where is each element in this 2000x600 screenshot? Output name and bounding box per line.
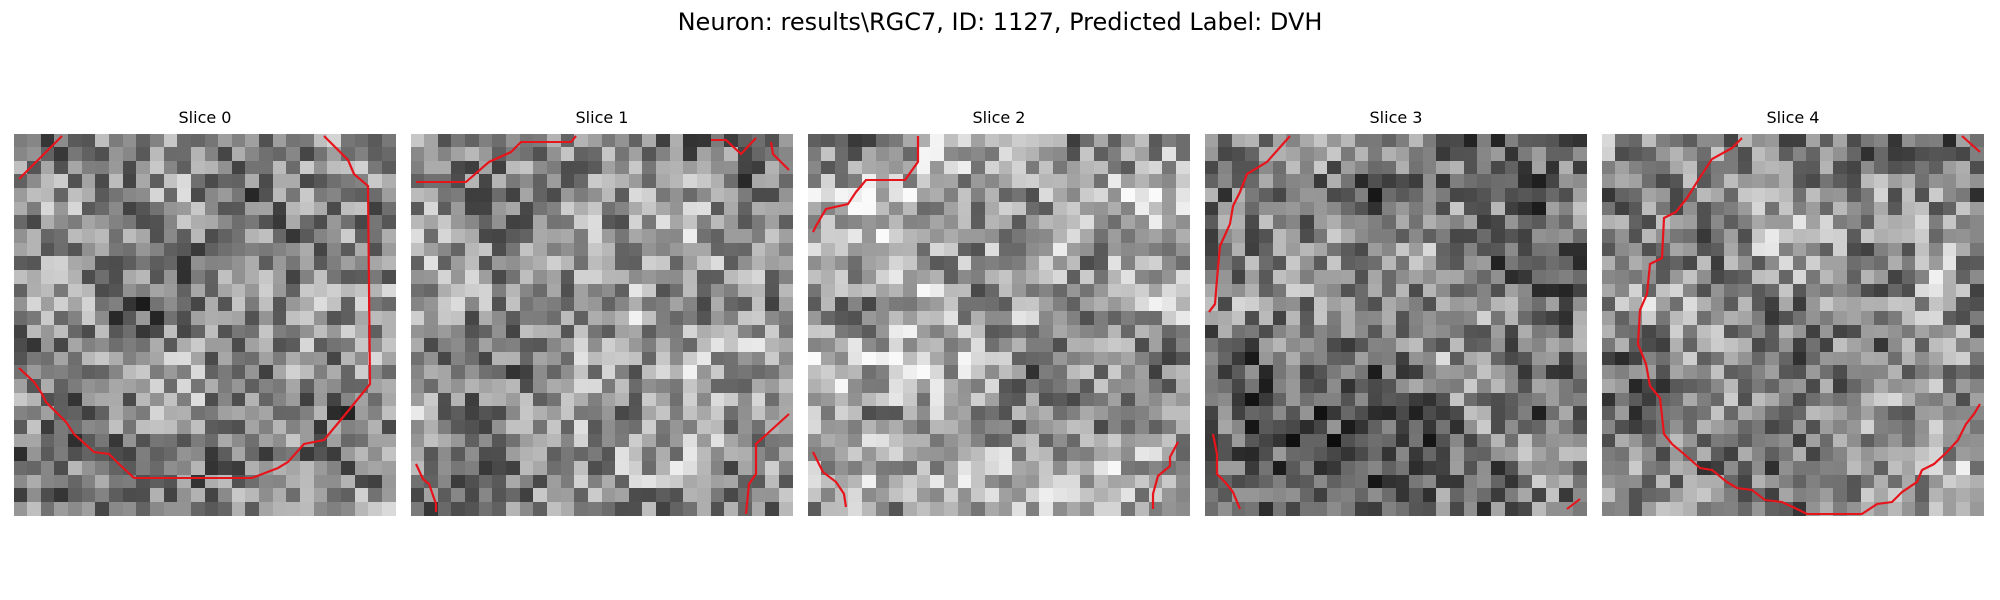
slice-title: Slice 2 bbox=[972, 108, 1026, 127]
slice-panel-1: Slice 1 bbox=[411, 108, 793, 516]
slice-panel-4: Slice 4 bbox=[1602, 108, 1984, 516]
slice-image bbox=[14, 134, 396, 516]
slice-panel-3: Slice 3 bbox=[1205, 108, 1587, 516]
slice-title: Slice 0 bbox=[178, 108, 232, 127]
slice-image bbox=[808, 134, 1190, 516]
slice-image bbox=[1602, 134, 1984, 516]
slice-title: Slice 4 bbox=[1766, 108, 1820, 127]
slice-title: Slice 3 bbox=[1369, 108, 1423, 127]
slice-title: Slice 1 bbox=[575, 108, 629, 127]
slice-image bbox=[1205, 134, 1587, 516]
slice-panel-2: Slice 2 bbox=[808, 108, 1190, 516]
slice-image bbox=[411, 134, 793, 516]
slice-panel-0: Slice 0 bbox=[14, 108, 396, 516]
figure-title: Neuron: results\RGC7, ID: 1127, Predicte… bbox=[677, 8, 1323, 36]
